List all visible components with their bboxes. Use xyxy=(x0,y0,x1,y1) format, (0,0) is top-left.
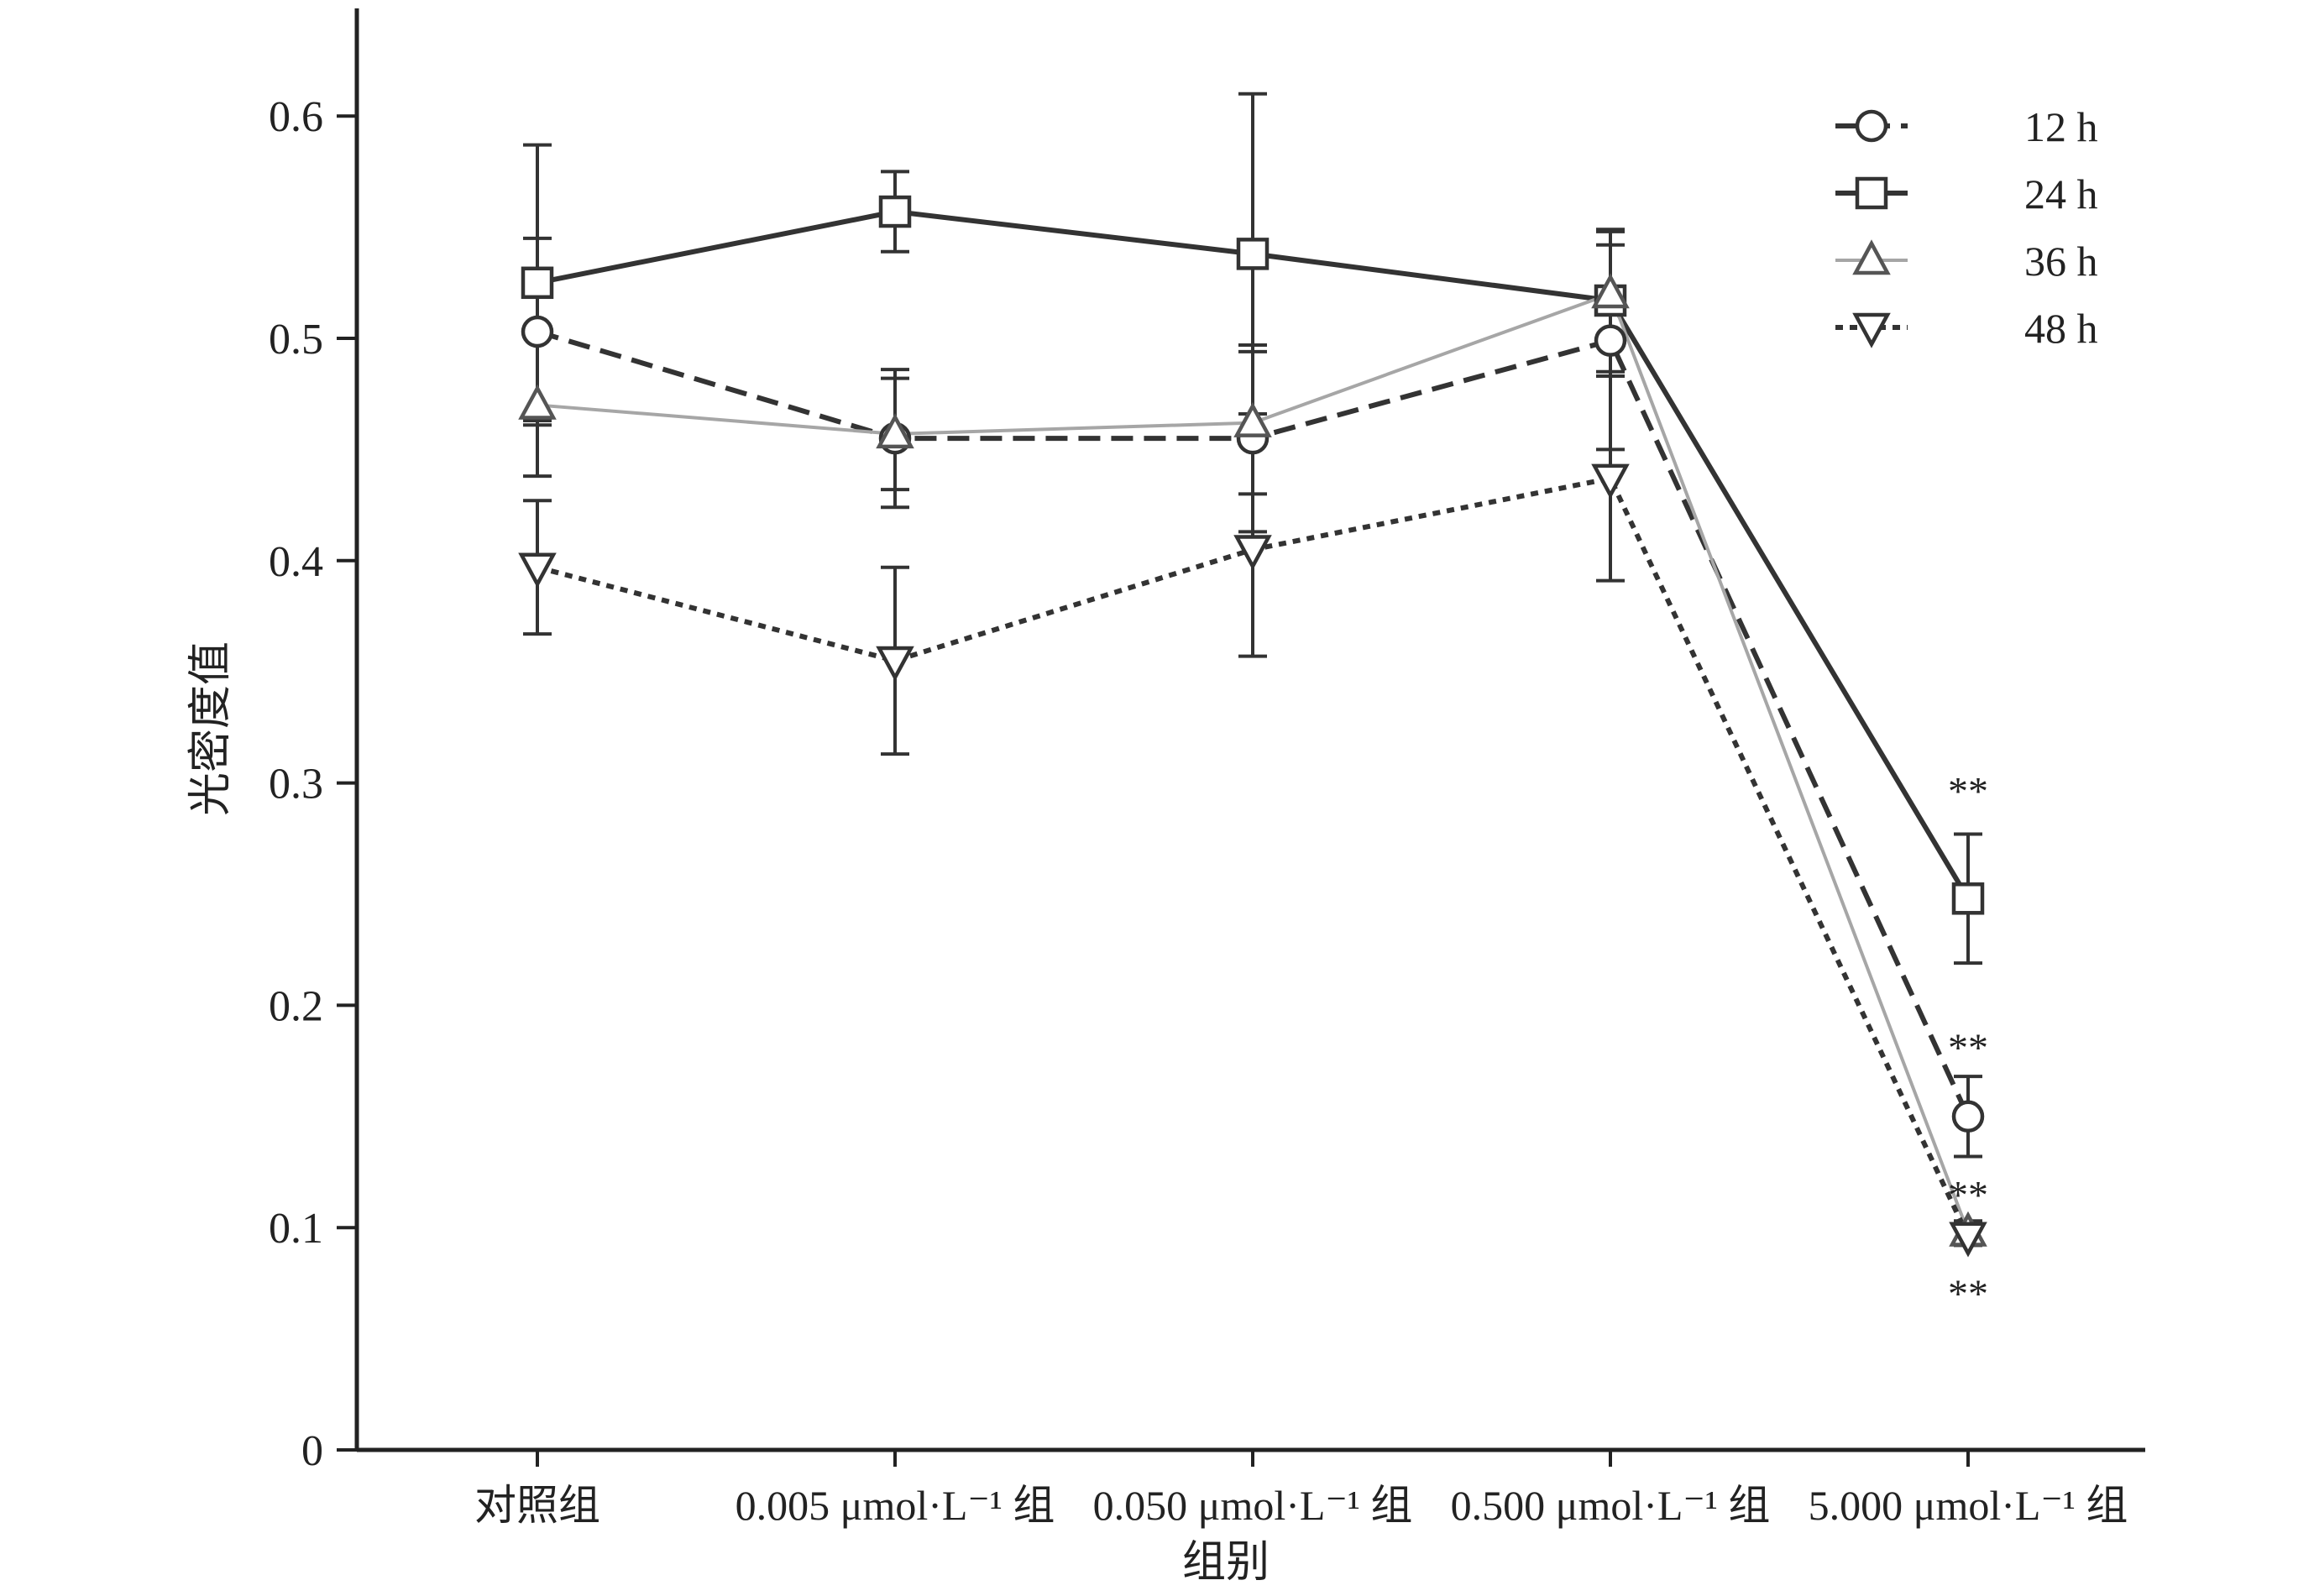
error-bars-48h xyxy=(523,374,1982,1248)
point-12h xyxy=(1951,1100,1985,1133)
x-tick-label: 5.000 μmol·L⁻¹ 组 xyxy=(1809,1482,2128,1529)
point-36h xyxy=(518,384,557,420)
axes: 0 0.1 0.2 0.3 0.4 0.5 0.6 对照组 0.005 μmol·L⁻¹ 组 0.… xyxy=(269,8,2145,1529)
legend-marker xyxy=(1852,312,1891,348)
x-tick-label: 对照组 xyxy=(474,1482,600,1529)
y-tick-label: 0.3 xyxy=(269,761,323,808)
point-48h xyxy=(1591,463,1630,500)
y-axis-title: 光密度值 xyxy=(187,641,235,816)
y-tick-label: 0.2 xyxy=(269,982,323,1030)
y-tick-label: 0.6 xyxy=(269,93,323,141)
x-tick-label: 0.005 μmol·L⁻¹ 组 xyxy=(736,1482,1055,1529)
point-48h xyxy=(1233,535,1272,571)
significance-label: ** xyxy=(1948,1272,1988,1316)
legend-marker xyxy=(1852,239,1891,275)
legend: 12 h 24 h 36 h 48 h xyxy=(1835,103,2098,352)
legend-label: 24 h xyxy=(2024,170,2098,217)
point-24h xyxy=(878,195,912,228)
legend-item-12h: 12 h xyxy=(1835,103,2098,150)
significance-label: ** xyxy=(1948,1026,1988,1070)
point-24h xyxy=(1236,238,1270,270)
legend-item-36h: 36 h xyxy=(1835,238,2098,285)
x-tick-label: 0.050 μmol·L⁻¹ 组 xyxy=(1093,1482,1413,1529)
point-48h xyxy=(518,552,557,589)
significance-label: ** xyxy=(1948,1173,1988,1217)
point-48h xyxy=(1949,1222,1987,1258)
y-tick-label: 0 xyxy=(301,1427,323,1475)
legend-item-24h: 24 h xyxy=(1835,170,2098,217)
significance-label: ** xyxy=(1948,770,1988,814)
legend-marker xyxy=(1855,176,1888,210)
y-tick-label: 0.4 xyxy=(269,538,323,586)
plot-area: ** ** ** ** xyxy=(518,92,1988,1316)
legend-item-48h: 48 h xyxy=(1835,305,2098,352)
point-12h xyxy=(521,315,554,348)
legend-label: 12 h xyxy=(2024,103,2098,150)
x-axis-title: 组别 xyxy=(1182,1539,1270,1587)
point-48h xyxy=(876,646,914,682)
legend-marker xyxy=(1855,109,1888,143)
point-24h xyxy=(1951,882,1985,915)
x-tick-label: 0.500 μmol·L⁻¹ 组 xyxy=(1451,1482,1771,1529)
point-36h xyxy=(1591,273,1630,309)
point-36h xyxy=(876,413,914,449)
legend-label: 36 h xyxy=(2024,238,2098,285)
point-36h xyxy=(1233,401,1272,437)
legend-label: 48 h xyxy=(2024,305,2098,352)
y-tick-label: 0.1 xyxy=(269,1205,323,1253)
point-24h xyxy=(521,266,554,300)
y-tick-label: 0.5 xyxy=(269,316,323,364)
point-12h xyxy=(1594,324,1627,357)
